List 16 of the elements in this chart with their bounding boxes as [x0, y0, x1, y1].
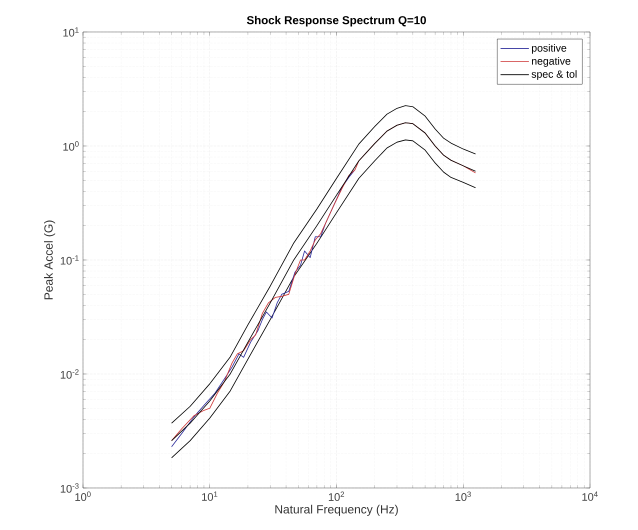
y-tick-label: 10$^{-3}$	[60, 483, 79, 493]
legend-label: spec & tol	[532, 70, 577, 80]
x-tick-label: 10$^{1}$	[202, 492, 218, 501]
x-tick-label: 10$^{2}$	[328, 492, 344, 501]
legend-label: positive	[532, 44, 566, 54]
y-tick-label: 10$^{-1}$	[60, 255, 79, 265]
x-axis-title: Natural Frequency (Hz)	[275, 504, 398, 516]
y-tick-label: 10$^{-2}$	[60, 369, 79, 379]
chart-title: Shock Response Spectrum Q=10	[246, 16, 426, 26]
y-tick-label: 10$^{0}$	[63, 141, 79, 151]
x-tick-label: 10$^{3}$	[456, 492, 471, 501]
legend-label: negative	[532, 57, 570, 67]
x-tick-label: 10$^{0}$	[75, 492, 91, 501]
y-axis-title: Peak Accel (G)	[44, 220, 56, 300]
x-tick-label: 10$^{4}$	[582, 492, 598, 501]
y-tick-label: 10$^{1}$	[63, 27, 79, 37]
